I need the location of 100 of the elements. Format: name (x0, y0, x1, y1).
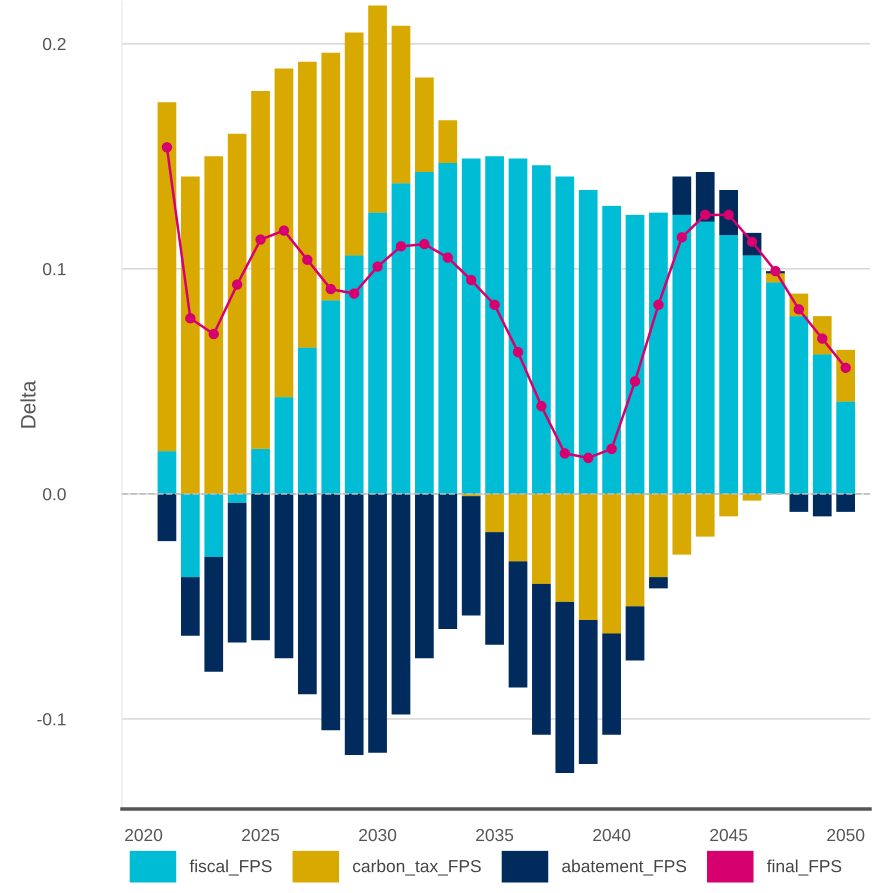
bar (415, 494, 434, 658)
point (326, 284, 336, 294)
bar (298, 348, 317, 494)
bar (251, 91, 270, 449)
bar (532, 494, 551, 584)
bar (836, 494, 856, 512)
point (255, 234, 266, 245)
bar (555, 494, 574, 602)
x-tick-label: 2040 (593, 828, 630, 842)
bar (719, 235, 738, 494)
legend-label: abatement_FPS (562, 860, 686, 876)
bar (344, 255, 364, 494)
bar (180, 494, 200, 578)
bar (228, 494, 247, 503)
bar (415, 78, 434, 172)
point (278, 225, 290, 236)
bar (649, 212, 668, 494)
bar (462, 158, 481, 494)
bar (766, 282, 785, 494)
bar (368, 494, 387, 753)
x-tick-label: 2050 (827, 828, 864, 842)
point (232, 279, 242, 290)
bar (438, 120, 458, 164)
bar (812, 354, 832, 494)
x-tick-label: 2035 (476, 828, 514, 842)
point (162, 142, 172, 153)
bar (578, 494, 598, 620)
bar (438, 494, 458, 629)
legend-label: fiscal_FPS (190, 860, 272, 876)
bar (555, 176, 574, 494)
bar (228, 502, 247, 642)
bar (462, 496, 481, 616)
bar (789, 316, 808, 494)
bar (626, 214, 644, 494)
point (396, 241, 406, 252)
bar (180, 176, 200, 494)
bar (532, 165, 551, 494)
bar (719, 494, 738, 516)
bar (251, 494, 270, 640)
x-tick-label: 2025 (242, 828, 280, 842)
bar (204, 156, 224, 494)
point (676, 232, 688, 243)
bar (742, 255, 762, 494)
bar (368, 6, 387, 213)
x-tick-label: 2045 (710, 828, 748, 842)
bar (321, 494, 340, 730)
point (583, 452, 594, 464)
bar (158, 102, 176, 452)
bar (228, 134, 247, 494)
y-tick-label: 0.0 (42, 488, 66, 500)
bar (180, 577, 200, 636)
point (466, 274, 476, 286)
bar (696, 494, 715, 537)
point (723, 210, 734, 220)
bar (274, 68, 294, 398)
point (653, 300, 664, 310)
point (630, 376, 640, 387)
bar (368, 212, 387, 494)
bar (158, 494, 176, 542)
point (208, 328, 219, 340)
point (185, 313, 196, 324)
bar (158, 451, 176, 494)
x-tick-label: 2030 (359, 828, 396, 842)
bar (836, 402, 856, 494)
bar (555, 602, 574, 773)
y-axis-title: Delta (20, 380, 36, 428)
point (606, 444, 617, 454)
point (489, 300, 500, 310)
bar (298, 494, 317, 694)
legend-label: carbon_tax_FPS (352, 860, 481, 876)
bar (578, 620, 598, 764)
bar (485, 532, 504, 645)
bar (251, 448, 270, 494)
bar (274, 494, 294, 658)
bar (812, 494, 832, 516)
bar (204, 556, 224, 672)
bar (626, 606, 644, 660)
bar (789, 494, 808, 512)
bar (532, 584, 551, 735)
point (372, 261, 383, 272)
point (560, 448, 570, 459)
point (840, 362, 851, 374)
bar (602, 206, 621, 494)
point (442, 252, 453, 263)
bar (649, 577, 668, 588)
point (770, 266, 781, 276)
bar (344, 32, 364, 256)
bar (321, 300, 340, 494)
legend-label: final_FPS (766, 860, 842, 876)
y-tick-label: 0.2 (42, 38, 66, 50)
bar (602, 633, 621, 735)
bar (696, 222, 715, 494)
bar (204, 494, 224, 557)
point (419, 238, 430, 250)
point (348, 288, 360, 299)
bar (649, 494, 668, 578)
bar (415, 172, 434, 494)
bar (508, 561, 528, 688)
bar (392, 494, 410, 714)
bar (344, 494, 364, 755)
